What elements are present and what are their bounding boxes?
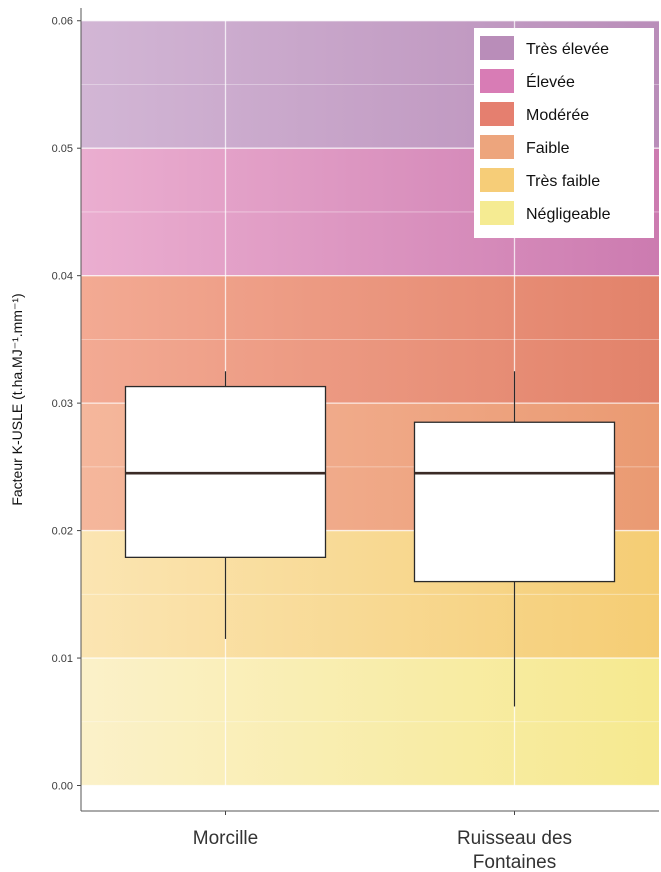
y-tick-label: 0.01: [52, 653, 73, 665]
y-tick-label: 0.03: [52, 398, 73, 410]
legend-label: Élevée: [526, 72, 575, 91]
legend-swatch: [480, 36, 514, 60]
y-tick-label: 0.04: [52, 271, 73, 283]
box-iqr: [413, 421, 616, 583]
axes: 0.00 0.01 0.02 0.03 0.04 0.05 0.06 Morcille Ruis…: [52, 8, 659, 872]
legend-swatch: [480, 168, 514, 192]
legend-swatch: [480, 201, 514, 225]
y-tick-label: 0.02: [52, 526, 73, 538]
risk-band: [81, 275, 659, 404]
legend-label: Faible: [526, 140, 570, 157]
legend-swatch: [480, 102, 514, 126]
y-tick-label: 0.05: [52, 143, 73, 155]
y-tick-label: 0.00: [52, 781, 73, 793]
x-category-label: Morcille: [193, 828, 258, 849]
y-axis-label: Facteur K-USLE (t.ha.MJ⁻¹.mm⁻¹): [9, 293, 25, 505]
y-tick-label: 0.06: [52, 16, 73, 28]
legend-label: Très élevée: [526, 41, 609, 58]
legend-swatch: [480, 135, 514, 159]
legend-swatch: [480, 69, 514, 93]
risk-band: [81, 658, 659, 786]
boxplot-1: [413, 371, 616, 707]
legend-label: Négligeable: [526, 206, 611, 223]
legend-label: Modérée: [526, 107, 589, 124]
boxplot-0: [124, 371, 327, 639]
x-category-label: Ruisseau des Fontaines: [457, 828, 572, 872]
boxplots: [124, 371, 616, 707]
legend-label: Très faible: [526, 173, 600, 190]
legend: Très élevée Élevée Modérée Faible Très faibl…: [474, 28, 654, 238]
